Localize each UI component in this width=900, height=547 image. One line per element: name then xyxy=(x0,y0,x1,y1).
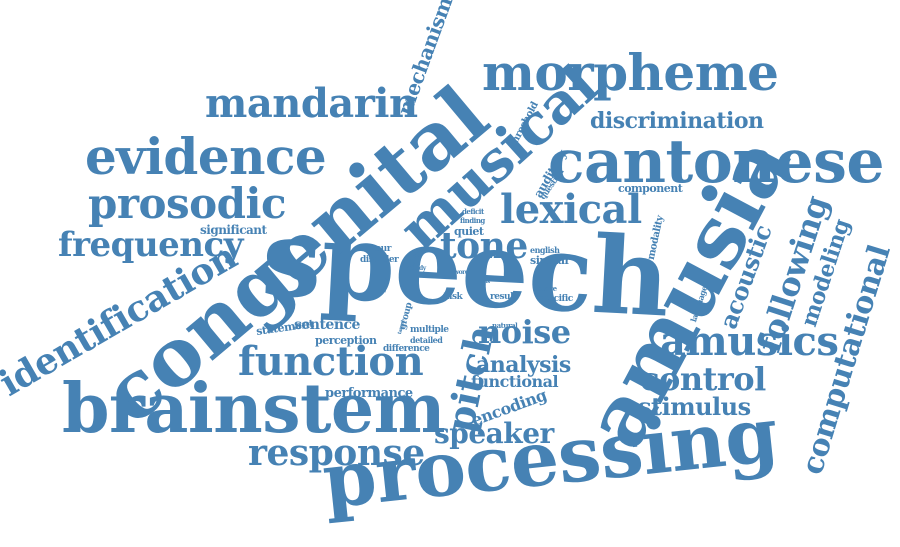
word-word: word xyxy=(454,269,469,276)
word-its: its xyxy=(484,279,490,285)
word-brainstem: brainstem xyxy=(62,369,446,449)
word-perception: perception xyxy=(315,334,377,347)
word-noise: noise xyxy=(478,313,571,351)
word-discrimination: discrimination xyxy=(590,108,764,134)
word-cantonese: cantonese xyxy=(548,127,885,197)
word-function: function xyxy=(238,338,424,385)
word-lexical: lexical xyxy=(500,186,642,233)
word-similar: similar xyxy=(530,254,570,267)
word-contour: contour xyxy=(355,244,391,254)
word-functional: functional xyxy=(471,372,559,391)
word-evidence: evidence xyxy=(85,127,327,186)
word-stage: stage xyxy=(538,284,557,293)
word-response: response xyxy=(248,432,425,474)
word-control: control xyxy=(640,360,766,398)
word-sentence: sentence xyxy=(294,317,360,333)
word-multiple: multiple xyxy=(410,325,449,335)
word-significant: significant xyxy=(200,223,267,237)
word-quiet: quiet xyxy=(454,225,484,238)
word-analysis: analysis xyxy=(476,352,571,378)
word-result: result xyxy=(490,292,517,302)
word-specific: specific xyxy=(538,294,573,304)
word-tone: tone xyxy=(440,225,528,267)
word-difference: difference xyxy=(383,344,430,354)
word-disorder: disorder xyxy=(360,255,399,265)
word-prosodic: prosodic xyxy=(88,179,287,228)
word-frequency: frequency xyxy=(58,225,243,265)
word-finding: finding xyxy=(460,216,485,225)
word-natural: natural xyxy=(492,321,518,330)
word-component: component xyxy=(618,182,683,195)
word-english: english xyxy=(530,245,560,255)
word-amusics: amusics xyxy=(660,318,839,365)
word-study: study xyxy=(410,265,426,272)
word-speaker: speaker xyxy=(434,417,554,450)
word-morpheme: morpheme xyxy=(482,43,779,102)
word-performance: performance xyxy=(325,386,413,401)
word-deficit: deficit xyxy=(462,207,484,216)
word-task: task xyxy=(443,292,463,302)
word-detailed: detailed xyxy=(410,335,443,345)
word-mandarin: mandarin xyxy=(205,80,418,127)
word-stimulus: stimulus xyxy=(638,392,751,421)
